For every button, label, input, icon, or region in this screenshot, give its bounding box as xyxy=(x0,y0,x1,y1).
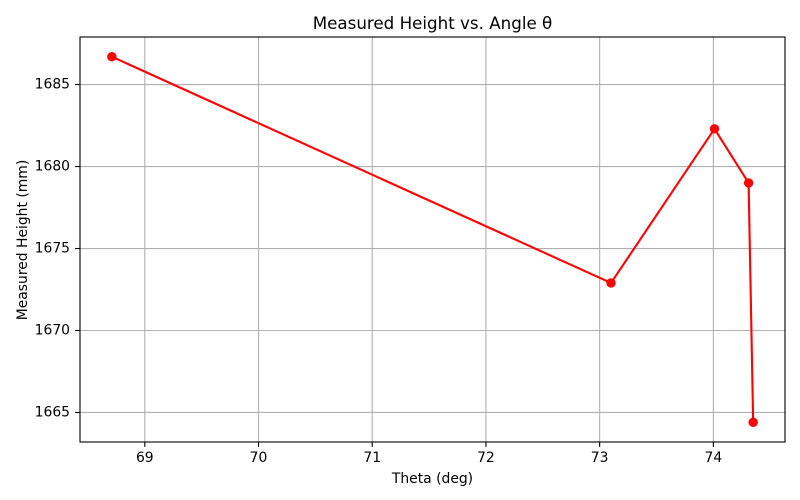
y-axis-label: Measured Height (mm) xyxy=(15,160,31,321)
y-tick-label: 1670 xyxy=(35,323,70,339)
data-point xyxy=(607,279,615,287)
data-point xyxy=(710,125,718,133)
y-tick-label: 1685 xyxy=(35,77,70,93)
x-tick-label: 70 xyxy=(250,450,268,466)
data-point xyxy=(108,52,116,60)
chart-title: Measured Height vs. Angle θ xyxy=(313,13,552,33)
data-point xyxy=(749,418,757,426)
x-tick-label: 73 xyxy=(591,450,609,466)
x-axis-label: Theta (deg) xyxy=(391,471,473,487)
data-point xyxy=(744,179,752,187)
x-tick-label: 71 xyxy=(363,450,381,466)
x-tick-label: 69 xyxy=(136,450,154,466)
y-tick-label: 1665 xyxy=(35,404,70,420)
x-tick-label: 72 xyxy=(477,450,495,466)
plot-area-background xyxy=(80,37,785,442)
y-tick-label: 1680 xyxy=(35,159,70,175)
y-tick-label: 1675 xyxy=(35,241,70,257)
x-tick-label: 74 xyxy=(705,450,723,466)
